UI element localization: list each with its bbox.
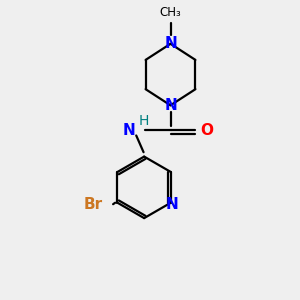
Text: N: N bbox=[164, 98, 177, 113]
Text: N: N bbox=[123, 123, 135, 138]
Text: O: O bbox=[201, 123, 214, 138]
Text: CH₃: CH₃ bbox=[160, 6, 182, 19]
Text: N: N bbox=[166, 197, 178, 212]
Text: Br: Br bbox=[84, 197, 103, 212]
Text: N: N bbox=[164, 36, 177, 51]
Text: H: H bbox=[138, 114, 149, 128]
